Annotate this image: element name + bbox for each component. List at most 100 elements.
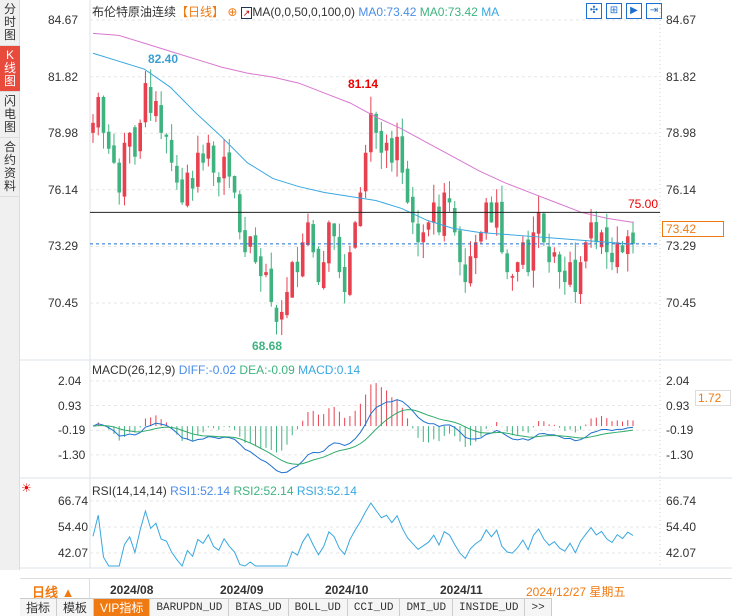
rsi-tick-right: 54.40: [666, 520, 697, 534]
candle-body: [311, 224, 315, 253]
period-label[interactable]: 【日线】: [176, 5, 225, 19]
candle-body: [316, 248, 321, 283]
candle-body: [101, 96, 106, 133]
macd-dea: DEA:-0.09: [239, 363, 295, 377]
candle-body: [584, 242, 588, 262]
dea-line: [92, 409, 634, 465]
tab-dmi[interactable]: DMI_UD: [400, 599, 454, 616]
candle-body: [563, 270, 567, 283]
tab-cci[interactable]: CCI_UD: [348, 599, 401, 616]
price-tick-left: 78.98: [48, 126, 79, 141]
crosshair-icon[interactable]: ✣: [586, 3, 602, 19]
candle-body: [405, 168, 410, 203]
candle-body: [547, 246, 551, 263]
candle-body: [206, 142, 211, 159]
tab-boll[interactable]: BOLL_UD: [289, 599, 348, 616]
time-axis: 日线 ▲ 2024/08 2024/09 2024/10 2024/11 202…: [20, 578, 732, 600]
candle-body: [620, 245, 625, 253]
tabs-more-button[interactable]: >>: [525, 599, 552, 616]
ma50-line: [92, 52, 634, 245]
candle-body: [91, 122, 95, 133]
candle-body: [505, 253, 509, 273]
rsi-line: [92, 502, 634, 568]
candle-body: [321, 262, 326, 289]
price-tick-left: 73.29: [48, 239, 79, 254]
macd-title: MACD(26,12,9): [92, 363, 176, 377]
candle-body: [542, 213, 546, 243]
candle-body: [232, 175, 237, 193]
candle-body: [604, 227, 609, 253]
candle-body: [285, 292, 289, 316]
candle-body: [248, 236, 253, 247]
zoom-range-icon[interactable]: ⊞: [606, 3, 622, 19]
macd-tick-right: 2.04: [666, 374, 690, 388]
candle-body: [180, 179, 184, 203]
candle-body: [526, 239, 530, 273]
rsi-tick-right: 42.07: [666, 546, 697, 560]
macd-tick-left: -1.30: [58, 447, 86, 462]
period-selector[interactable]: 日线 ▲: [20, 579, 90, 600]
candle-body: [447, 198, 452, 203]
macd-diff: DIFF:-0.02: [178, 363, 237, 377]
tab-indicators[interactable]: 指标: [20, 599, 58, 616]
step-forward-icon[interactable]: ▶: [626, 3, 642, 19]
price-tick-left: 76.14: [48, 182, 79, 197]
candle-body: [148, 87, 153, 113]
candle-body: [452, 208, 457, 233]
tab-kline[interactable]: K线图: [0, 46, 20, 92]
ma2-value: MA0:73.42: [419, 5, 478, 19]
candle-body: [395, 136, 399, 161]
macd-tick-right: 0.93: [666, 398, 690, 413]
chart-canvas[interactable]: [0, 0, 732, 580]
candle-body: [243, 230, 247, 253]
candle-body: [521, 242, 525, 265]
price-tick-right: 81.82: [666, 69, 697, 84]
macd-tick-left: -0.19: [58, 423, 86, 438]
candle-body: [536, 212, 541, 234]
candle-body: [112, 145, 116, 163]
rsi-tick-left: 66.74: [58, 494, 89, 508]
candle-body: [494, 202, 499, 228]
candle-body: [400, 136, 405, 173]
rsi2-value: RSI2:52.14: [233, 484, 294, 498]
candle-body: [384, 142, 389, 151]
candle-body: [337, 236, 342, 273]
candle-body: [96, 97, 101, 128]
price-tick-right: 84.67: [666, 13, 697, 27]
tab-bias[interactable]: BIAS_UD: [229, 599, 289, 616]
candle-body: [374, 113, 378, 133]
candle-body: [342, 266, 347, 293]
candle-body: [159, 105, 163, 133]
candle-body: [175, 165, 179, 183]
candle-body: [500, 201, 504, 253]
candle-body: [473, 242, 478, 259]
tab-vip-indicators[interactable]: VIP指标: [94, 599, 151, 616]
tab-timeshare[interactable]: 分时图: [0, 0, 20, 46]
candle-body: [379, 130, 384, 153]
candle-body: [369, 112, 373, 153]
tab-contract-info[interactable]: 合约资料: [0, 138, 20, 197]
ma1-value: MA0:73.42: [358, 5, 417, 19]
macd-tick-left: 2.04: [58, 374, 82, 388]
sidebar: 分时图 K线图 闪电图 合约资料: [0, 0, 20, 570]
rsi-settings-icon[interactable]: ☀: [21, 481, 32, 495]
tab-flash[interactable]: 闪电图: [0, 92, 20, 138]
month-label: 2024/11: [440, 583, 483, 597]
month-label: 2024/10: [325, 583, 369, 597]
instrument-title: 布伦特原油连续: [92, 5, 177, 19]
ma-chart-icon[interactable]: ↗: [240, 7, 253, 19]
cursor-date: 2024/12/27 星期五: [526, 585, 626, 599]
candle-body: [237, 194, 242, 233]
chart-header: 布伦特原油连续【日线】 ⊕ ↗ MA(0,0,50,0,100,0) MA0:73…: [92, 3, 499, 20]
candle-body: [631, 232, 635, 244]
price-tick-left: 70.45: [48, 295, 79, 310]
candle-body: [190, 178, 195, 189]
add-icon[interactable]: ⊕: [227, 5, 238, 19]
tab-inside[interactable]: INSIDE_UD: [453, 599, 526, 616]
tab-templates[interactable]: 模板: [57, 599, 95, 616]
candle-body: [106, 131, 111, 149]
tab-barupdn[interactable]: BARUPDN_UD: [150, 599, 230, 616]
go-end-icon[interactable]: ⇥: [646, 3, 662, 19]
candle-body: [196, 152, 200, 187]
rsi-header: RSI(14,14,14) RSI1:52.14 RSI2:52.14 RSI3…: [92, 484, 357, 498]
